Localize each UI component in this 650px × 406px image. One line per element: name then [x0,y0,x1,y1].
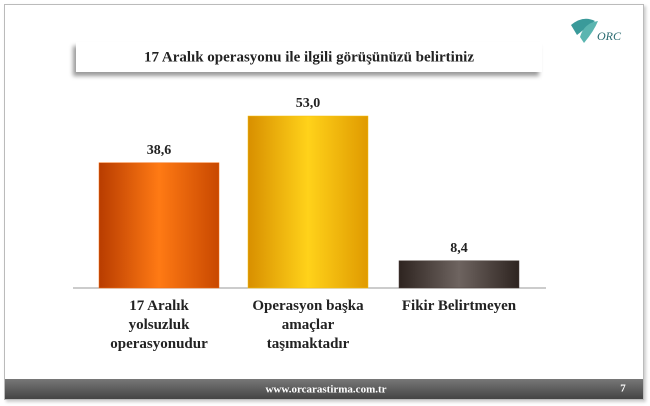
bar [398,260,520,289]
x-tick-label: Operasyon başka amaçlar taşımaktadır [252,298,364,352]
value-label: 53,0 [296,96,321,111]
footer-band [5,379,643,399]
chart-title: 17 Aralık operasyonu ile ilgili görüşünü… [144,49,474,65]
x-tick-label: Fikir Belirtmeyen [401,298,517,314]
bar [98,162,220,289]
logo-text: ORC [597,29,622,43]
x-tick-label: 17 Aralık yolsuzluk operasyonudur [110,298,208,352]
page-number: 7 [620,383,626,395]
value-label: 38,6 [147,143,172,158]
bar [247,115,369,289]
slide: 17 Aralık operasyonu ile ilgili görüşünü… [4,4,644,400]
value-label: 8,4 [450,241,468,256]
logo: ORC [571,18,622,43]
footer-url: www.orcarastirma.com.tr [265,384,386,396]
chart: 17 Aralık operasyonu ile ilgili görüşünü… [5,18,643,399]
title-box [76,42,542,72]
